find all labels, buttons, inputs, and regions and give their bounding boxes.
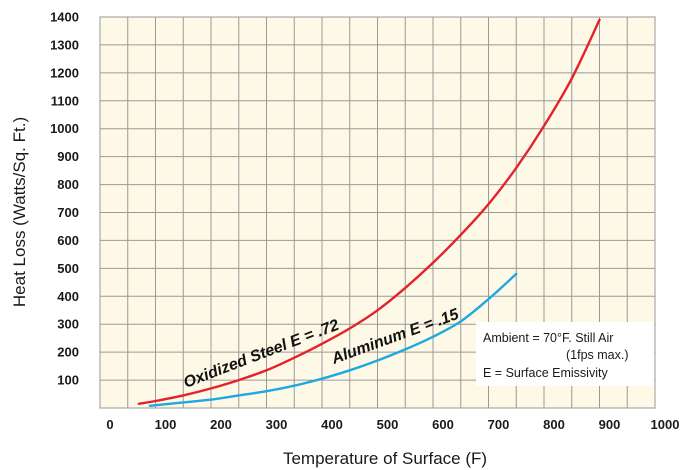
annotation-line-fps: (1fps max.): [566, 348, 629, 362]
y-tick-label: 800: [57, 177, 79, 192]
aluminum-curve: [148, 272, 518, 407]
x-tick-label: 900: [599, 417, 621, 432]
x-tick-label: 300: [266, 417, 288, 432]
y-tick-label: 1300: [50, 37, 79, 52]
annotation-line-ambient: Ambient = 70°F. Still Air: [483, 331, 613, 345]
y-axis-title: Heat Loss (Watts/Sq. Ft.): [10, 117, 29, 307]
y-tick-label: 1000: [50, 121, 79, 136]
y-tick-label: 700: [57, 205, 79, 220]
y-tick-label: 1100: [51, 93, 79, 108]
y-tick-label: 500: [57, 261, 79, 276]
annotation-box: Ambient = 70°F. Still Air (1fps max.) E …: [476, 322, 654, 386]
y-tick-label: 900: [57, 149, 79, 164]
y-tick-label: 100: [57, 373, 79, 388]
y-tick-label: 1400: [50, 10, 79, 25]
series-lines: [137, 18, 601, 407]
x-tick-label: 500: [377, 417, 399, 432]
x-tick-label: 800: [543, 417, 565, 432]
annotation-line-emissivity: E = Surface Emissivity: [483, 366, 608, 380]
y-tick-label: 1200: [50, 65, 79, 80]
y-tick-label: 600: [57, 233, 79, 248]
y-tick-labels: 100 200 300 400 500 600 700 800 900 1000 1100 1200 1…: [50, 10, 79, 388]
x-tick-label: 1000: [651, 417, 680, 432]
y-tick-label: 300: [57, 317, 79, 332]
grid-lines: [99, 16, 656, 409]
x-tick-label: 400: [321, 417, 343, 432]
x-tick-label: 0: [106, 417, 113, 432]
y-tick-label: 400: [57, 289, 79, 304]
x-tick-labels: 0 100 200 300 400 500 600 700 800 900 1000: [106, 417, 679, 432]
x-tick-label: 600: [432, 417, 454, 432]
annotation-background: [476, 322, 654, 386]
x-tick-label: 100: [155, 417, 177, 432]
oxidized-steel-curve: [137, 18, 601, 405]
y-tick-label: 200: [57, 345, 79, 360]
x-tick-label: 700: [488, 417, 510, 432]
x-axis-title: Temperature of Surface (F): [283, 449, 487, 468]
x-tick-label: 200: [210, 417, 232, 432]
